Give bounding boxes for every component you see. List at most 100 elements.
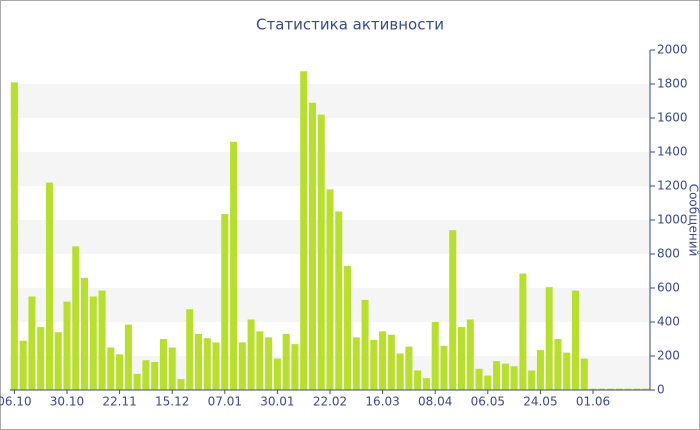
y-tick-label: 0	[657, 383, 665, 397]
bar	[186, 309, 194, 390]
bar	[133, 373, 141, 390]
bar	[335, 211, 343, 390]
y-tick-label: 2000	[657, 43, 688, 57]
bar	[89, 296, 97, 390]
y-tick-label: 1800	[657, 77, 688, 91]
bar	[28, 296, 36, 390]
bar	[352, 337, 360, 390]
bar	[45, 182, 53, 390]
x-tick-label: 08.04	[418, 395, 452, 409]
bar	[633, 388, 641, 390]
bar	[142, 360, 150, 390]
y-tick-label: 1600	[657, 111, 688, 125]
bar	[528, 370, 536, 390]
bar	[449, 230, 457, 390]
bar	[458, 327, 466, 390]
bar	[159, 339, 167, 390]
bar	[642, 388, 650, 390]
x-tick-label: 22.02	[313, 395, 347, 409]
bar	[510, 366, 518, 390]
y-tick-label: 200	[657, 349, 680, 363]
bar	[221, 214, 229, 390]
bar	[194, 333, 202, 390]
x-tick-label: 16.03	[365, 395, 399, 409]
bar	[256, 331, 264, 390]
x-tick-label: 15.12	[155, 395, 189, 409]
bar	[580, 358, 588, 390]
bar	[344, 265, 352, 390]
bar	[598, 388, 606, 390]
bar	[308, 102, 316, 390]
bar	[54, 332, 62, 390]
bar	[124, 324, 132, 390]
bar	[230, 141, 238, 390]
grid-band	[10, 152, 650, 186]
x-tick-label: 06.05	[471, 395, 505, 409]
bar	[72, 246, 80, 390]
bar	[107, 347, 115, 390]
y-axis-label: Сообщений	[687, 184, 700, 257]
bar	[571, 290, 579, 390]
x-tick-label: 30.01	[260, 395, 294, 409]
bar	[282, 333, 290, 390]
bar	[81, 277, 89, 390]
bar	[116, 354, 124, 390]
chart-title: Статистика активности	[256, 16, 444, 34]
bar	[203, 338, 211, 390]
bar	[466, 319, 474, 390]
y-tick-label: 600	[657, 281, 680, 295]
bar	[168, 347, 176, 390]
bar	[607, 388, 615, 390]
bar	[624, 388, 632, 390]
bar	[10, 82, 18, 391]
y-tick-label: 400	[657, 315, 680, 329]
bar	[98, 290, 106, 390]
bar	[361, 299, 369, 390]
bar	[422, 378, 430, 390]
bar	[317, 114, 325, 390]
y-tick-label: 800	[657, 247, 680, 261]
bar	[63, 301, 71, 390]
x-tick-label: 01.06	[576, 395, 610, 409]
bar	[19, 340, 27, 390]
bar	[431, 322, 439, 390]
x-tick-label: 22.11	[102, 395, 136, 409]
x-tick-label: 24.05	[523, 395, 557, 409]
bar	[501, 363, 509, 390]
bar	[247, 319, 255, 390]
bar	[589, 388, 597, 390]
bar	[545, 287, 553, 390]
bar	[370, 339, 378, 390]
bar	[440, 345, 448, 390]
grid-band	[10, 84, 650, 118]
bar	[405, 346, 413, 390]
bar	[300, 71, 308, 390]
x-tick-label: 06.10	[0, 395, 32, 409]
bar	[615, 388, 623, 390]
bar	[484, 375, 492, 390]
bar	[414, 370, 422, 390]
bar	[379, 331, 387, 390]
y-tick-label: 1000	[657, 213, 688, 227]
bar	[536, 350, 544, 390]
y-tick-label: 1400	[657, 145, 688, 159]
bar	[265, 337, 273, 390]
x-tick-label: 30.10	[50, 395, 84, 409]
bar	[563, 352, 571, 390]
bar	[151, 361, 159, 390]
bar	[291, 344, 299, 390]
bar	[326, 189, 334, 390]
x-tick-label: 07.01	[208, 395, 242, 409]
bar	[519, 273, 527, 390]
bar	[387, 334, 395, 390]
bar	[177, 378, 185, 390]
bar	[37, 327, 45, 390]
y-tick-label: 1200	[657, 179, 688, 193]
bar	[212, 342, 220, 390]
bar	[554, 339, 562, 390]
bar	[396, 353, 404, 390]
bar	[475, 368, 483, 390]
bar	[273, 358, 281, 390]
bar	[238, 342, 246, 390]
